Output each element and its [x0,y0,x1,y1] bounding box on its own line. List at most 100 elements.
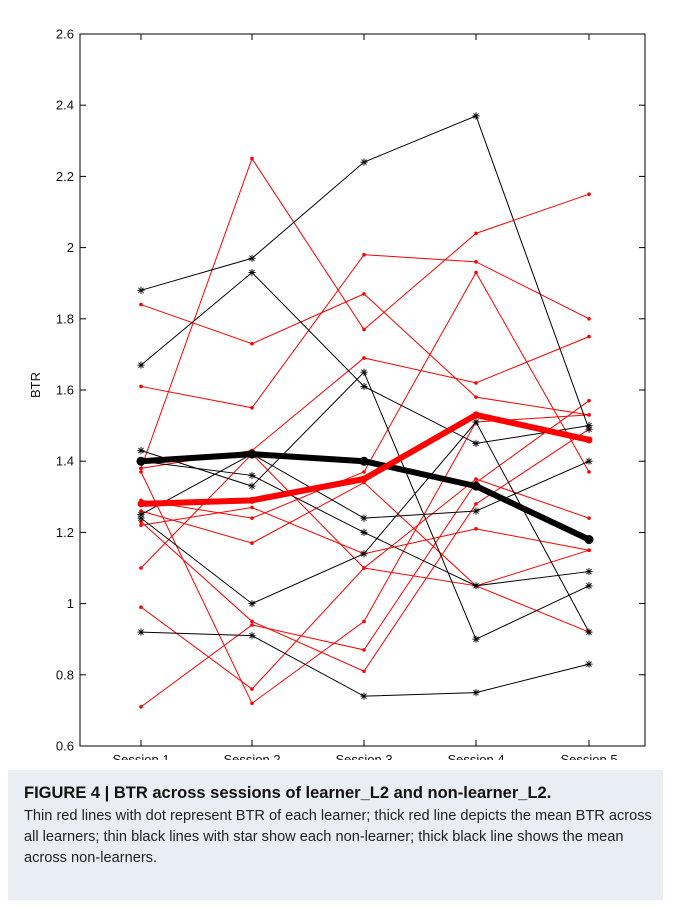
mean-learner-dot [360,475,368,483]
star-stroke [361,159,367,166]
star-stroke [361,550,367,557]
learner-dot [250,619,254,624]
mean-learner-dot [137,500,145,508]
learner-dot [362,619,366,624]
learner-dot [362,292,366,296]
non-learner-star [248,482,256,490]
learner-dot [250,406,254,410]
learner-dot [139,605,143,609]
star-stroke [586,582,592,589]
btr-chart: 0.6 0.8 1 1.2 1.4 1.6 1.8 2 2.2 2.4 2.6 Session 1 Se… [28,27,646,760]
learner-dot [139,566,143,570]
learner-dot [474,527,478,531]
learner-dot [250,341,254,346]
learner-dot [139,384,143,389]
star-stroke [473,440,479,447]
non-learner-star [585,422,593,430]
learner-dot [587,334,591,339]
non-learner-star [360,528,368,536]
learner-dot [474,270,478,275]
axes-layer: 0.6 0.8 1 1.2 1.4 1.6 1.8 2 2.2 2.4 2.6 Session 1 Se… [56,27,645,760]
learner-dot [587,413,591,417]
star-stroke [586,661,592,667]
y-tick-label: 1.4 [56,454,74,469]
learner-dot [474,381,478,385]
learner-dot [587,192,591,196]
star-stroke [473,582,479,589]
learner-dot [587,470,591,474]
y-tick-label: 1.8 [56,311,74,326]
learner-dot [250,516,254,520]
non-learner-star [137,514,145,522]
non-learner-star [360,382,368,391]
star-stroke [138,515,144,522]
non-learner-star [585,457,593,465]
x-tick-label: Session 1 [112,752,169,760]
learner-dot [587,317,591,321]
y-axis-label: BTR [28,372,43,398]
star-stroke [473,419,479,425]
non-learner-star [360,692,368,700]
star-stroke [249,632,255,639]
learner-dot [250,505,254,510]
star-stroke [249,483,255,489]
non-learner-star [585,582,593,590]
learner-dot [362,470,366,474]
non-learner-star [137,628,145,636]
star-stroke [586,629,592,635]
x-tick-label: Session 5 [560,752,617,760]
mean-non-learner-dot [247,449,257,459]
non-learner-star [472,112,480,120]
non-learner-star [137,361,145,369]
learner-dot [587,548,591,552]
star-stroke [138,287,144,294]
non-learner-star [248,471,256,480]
star-stroke [138,629,144,635]
non-learner-star [248,632,256,640]
mean-learner-dot [472,411,480,419]
non-learner-star [472,439,480,447]
mean-learner-dot [248,496,256,504]
non-learner-star [137,286,145,294]
star-stroke [586,422,592,429]
x-tick-label: Session 4 [447,752,504,760]
non-learner-star [360,550,368,558]
star-stroke [361,515,367,522]
learner-dot [139,470,143,474]
star-stroke [473,636,479,643]
star-stroke [361,369,367,376]
learner-dot [362,356,366,360]
non-learner-star [472,689,480,697]
star-stroke [249,600,255,607]
learner-dot [250,541,254,545]
star-stroke [586,568,592,575]
learner-dot [250,156,254,161]
star-stroke [586,458,592,465]
learner-dot [474,477,478,481]
plot-frame [79,33,646,747]
mean-non-learner-dot [584,535,594,545]
learner-dot [139,705,143,709]
figure-caption: FIGURE 4 | BTR across sessions of learne… [8,770,663,900]
learner-dot [362,669,366,674]
caption-title: FIGURE 4 | BTR across sessions of learne… [24,784,552,802]
x-tick-label: Session 3 [335,752,392,760]
learner-dot [139,523,143,528]
non-learner-star [360,158,368,166]
star-stroke [473,689,479,696]
star-stroke [249,255,255,262]
caption-text: Thin red lines with dot represent BTR of… [24,808,652,866]
non-learner-star [585,628,593,636]
non-learner-star [248,268,256,277]
learner-dot [362,648,366,652]
learner-dot [362,327,366,332]
learner-dot [362,566,366,570]
non-learner-star [360,514,368,522]
star-stroke [473,113,479,119]
learner-dot [139,302,143,307]
x-tick-label: Session 2 [223,752,280,760]
learner-dot [250,687,254,691]
non-learner-star [585,660,593,668]
learner-dot [587,516,591,520]
y-tick-label: 2.2 [56,169,74,184]
